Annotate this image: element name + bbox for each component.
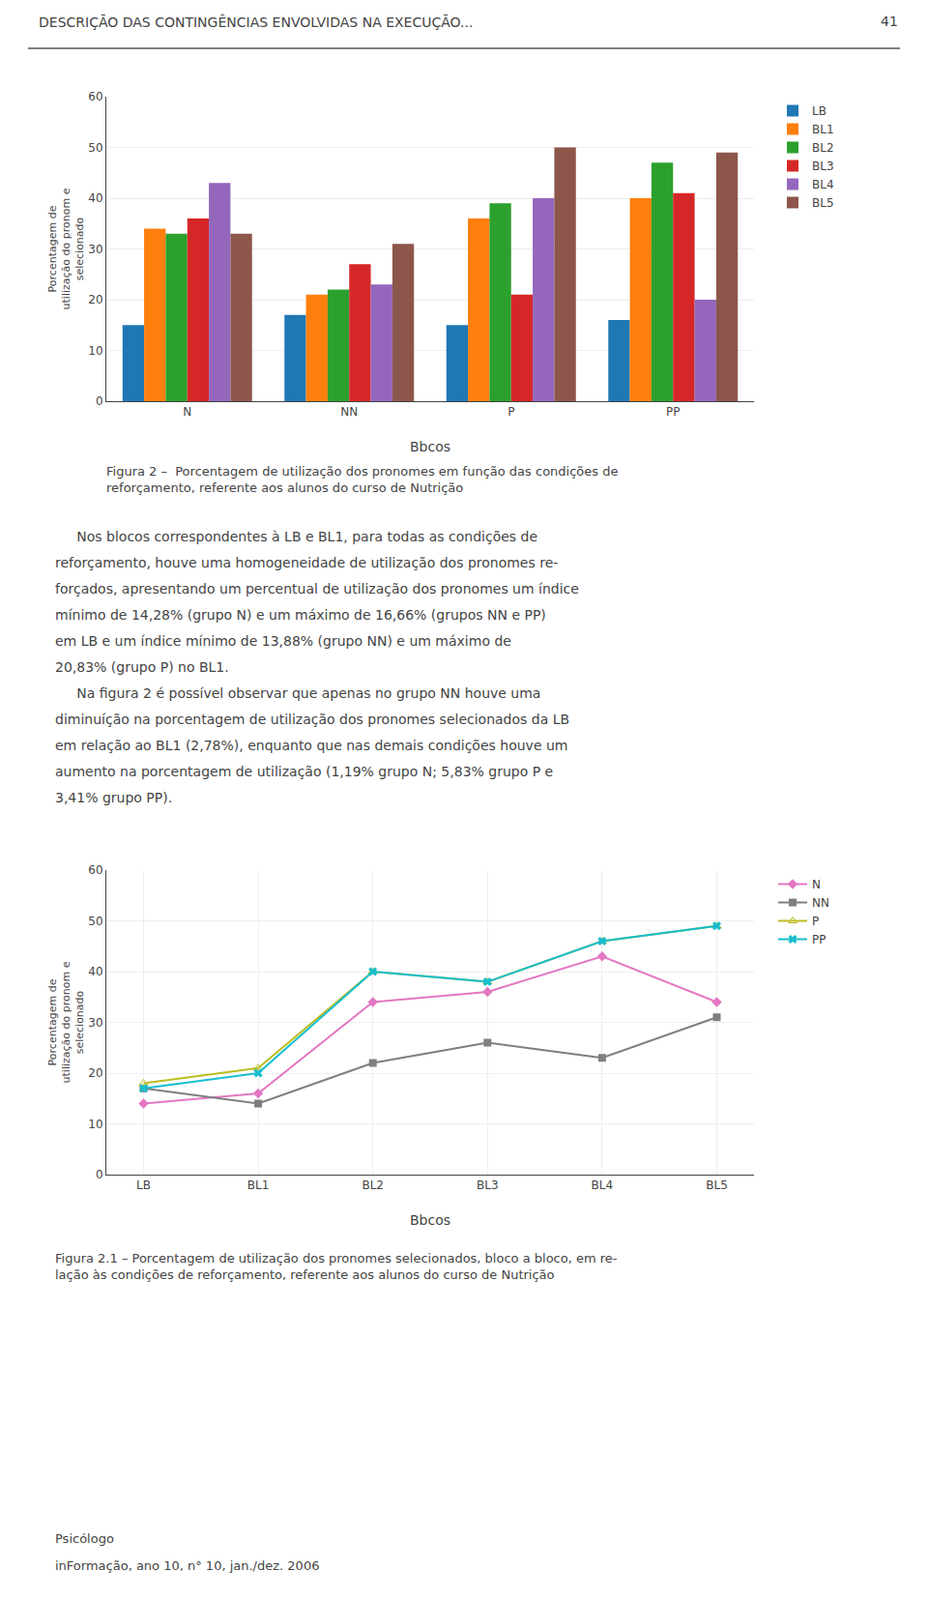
svg-text:BL1: BL1 bbox=[812, 122, 835, 137]
svg-text:P: P bbox=[507, 405, 515, 419]
svg-text:10: 10 bbox=[87, 1117, 103, 1131]
svg-text:inFormação, ano 10, n° 10, jan: inFormação, ano 10, n° 10, jan./dez. 200… bbox=[55, 1558, 319, 1573]
svg-text:3,41% grupo PP).: 3,41% grupo PP). bbox=[55, 789, 173, 806]
svg-text:20,83% (grupo P) no BL1.: 20,83% (grupo P) no BL1. bbox=[55, 659, 230, 675]
svg-text:BL5: BL5 bbox=[705, 1178, 728, 1192]
svg-text:30: 30 bbox=[87, 1015, 103, 1030]
svg-text:BL3: BL3 bbox=[812, 159, 835, 174]
svg-text:NN: NN bbox=[812, 896, 830, 910]
svg-text:diminuíção na porcentagem de u: diminuíção na porcentagem de utilização … bbox=[55, 711, 570, 727]
svg-text:Nos blocos correspondentes à L: Nos blocos correspondentes à LB e BL1, p… bbox=[55, 528, 538, 545]
svg-text:BL1: BL1 bbox=[247, 1178, 270, 1192]
svg-text:em relação ao BL1 (2,78%), enq: em relação ao BL1 (2,78%), enquanto que … bbox=[55, 737, 568, 754]
svg-text:41: 41 bbox=[880, 13, 899, 29]
svg-text:Porcentagem deutilização do pr: Porcentagem deutilização do pronom esele… bbox=[46, 187, 87, 310]
svg-text:forçados, apresentando um perc: forçados, apresentando um percentual de … bbox=[55, 580, 580, 597]
svg-text:BL3: BL3 bbox=[476, 1178, 499, 1192]
svg-text:BL2: BL2 bbox=[812, 141, 835, 155]
svg-text:LB: LB bbox=[136, 1178, 151, 1192]
svg-text:0: 0 bbox=[95, 1167, 104, 1182]
svg-text:BL2: BL2 bbox=[361, 1178, 384, 1192]
svg-text:em LB e um índice mínimo de 13: em LB e um índice mínimo de 13,88% (grup… bbox=[55, 633, 512, 649]
svg-text:aumento na porcentagem de util: aumento na porcentagem de utilização (1,… bbox=[55, 763, 553, 780]
svg-text:Psicólogo: Psicólogo bbox=[55, 1531, 115, 1546]
svg-text:Figura 2 – Porcentagem de uti: Figura 2 – Porcentagem de utilização dos… bbox=[106, 464, 618, 495]
svg-text:Na figura 2 é possível observa: Na figura 2 é possível observar que apen… bbox=[55, 685, 541, 701]
svg-text:N: N bbox=[812, 877, 821, 892]
svg-text:LB: LB bbox=[812, 104, 827, 118]
svg-text:50: 50 bbox=[87, 141, 103, 155]
svg-text:Figura 2.1 – Porcentagem de ut: Figura 2.1 – Porcentagem de utilização d… bbox=[55, 1250, 618, 1282]
svg-text:PP: PP bbox=[812, 932, 826, 947]
svg-text:40: 40 bbox=[87, 964, 103, 979]
svg-text:Bbcos: Bbcos bbox=[409, 438, 451, 455]
svg-text:20: 20 bbox=[87, 292, 103, 307]
svg-text:N: N bbox=[182, 405, 192, 419]
svg-text:BL4: BL4 bbox=[812, 177, 835, 192]
svg-text:60: 60 bbox=[87, 89, 103, 104]
svg-text:0: 0 bbox=[95, 394, 104, 408]
svg-text:BL4: BL4 bbox=[591, 1178, 614, 1192]
svg-text:Bbcos: Bbcos bbox=[409, 1212, 451, 1228]
svg-text:BL5: BL5 bbox=[812, 196, 835, 210]
svg-text:40: 40 bbox=[87, 191, 103, 205]
svg-text:PP: PP bbox=[666, 405, 680, 419]
svg-text:NN: NN bbox=[340, 405, 358, 419]
svg-text:60: 60 bbox=[87, 863, 103, 877]
svg-text:50: 50 bbox=[87, 914, 103, 928]
svg-text:P: P bbox=[812, 914, 819, 928]
svg-text:Porcentagem deutilização do pr: Porcentagem deutilização do pronom esele… bbox=[46, 960, 87, 1083]
svg-text:mínimo de 14,28% (grupo N) e u: mínimo de 14,28% (grupo N) e um máximo d… bbox=[55, 607, 547, 623]
svg-text:reforçamento, houve uma homoge: reforçamento, houve uma homogeneidade de… bbox=[55, 554, 558, 571]
svg-text:10: 10 bbox=[87, 344, 103, 358]
svg-text:30: 30 bbox=[87, 242, 103, 257]
svg-text:DESCRIÇÃO DAS CONTINGÊNCIAS EN: DESCRIÇÃO DAS CONTINGÊNCIAS ENVOLVIDAS N… bbox=[38, 13, 473, 30]
svg-text:20: 20 bbox=[87, 1066, 103, 1080]
